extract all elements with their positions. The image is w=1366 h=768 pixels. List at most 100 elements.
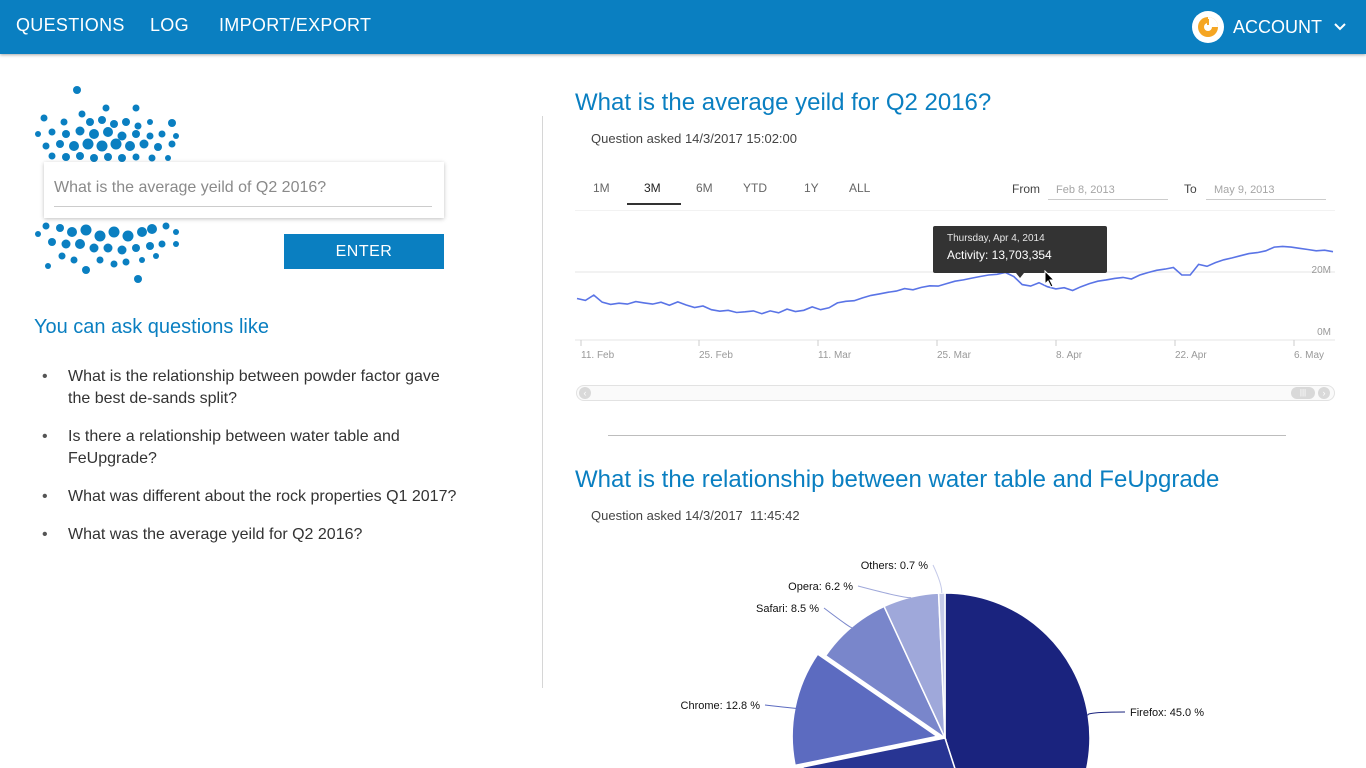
line-point[interactable] [887, 291, 889, 293]
scroll-right-icon[interactable]: › [1318, 387, 1330, 399]
line-point[interactable] [1080, 286, 1082, 288]
line-point[interactable] [677, 301, 679, 303]
line-point[interactable] [1248, 252, 1250, 254]
line-point[interactable] [845, 300, 847, 302]
line-point[interactable] [1021, 283, 1023, 285]
line-point[interactable] [1281, 245, 1283, 247]
line-point[interactable] [794, 310, 796, 312]
line-point[interactable] [853, 299, 855, 301]
browser-share-pie-chart[interactable]: Firefox: 45.0 % Chrome: 12.8 % Safari: 8.5… [575, 540, 1335, 768]
line-point[interactable] [1181, 274, 1183, 276]
range-button-ytd[interactable]: YTD [743, 181, 767, 195]
range-button-1y[interactable]: 1Y [804, 181, 819, 195]
line-point[interactable] [1239, 255, 1241, 257]
line-point[interactable] [1088, 282, 1090, 284]
line-point[interactable] [576, 297, 578, 299]
line-point[interactable] [752, 310, 754, 312]
range-button-all[interactable]: ALL [849, 181, 871, 195]
line-point[interactable] [836, 302, 838, 304]
line-point[interactable] [903, 287, 905, 289]
line-point[interactable] [1122, 276, 1124, 278]
line-point[interactable] [1105, 279, 1107, 281]
line-point[interactable] [660, 301, 662, 303]
line-point[interactable] [1231, 257, 1233, 259]
line-point[interactable] [1147, 271, 1149, 273]
nav-log[interactable]: LOG [150, 15, 189, 35]
nav-questions[interactable]: QUESTIONS [16, 15, 125, 35]
chart-scrollbar[interactable]: ‹ ||| › [576, 385, 1335, 401]
line-point[interactable] [1332, 251, 1334, 253]
line-point[interactable] [937, 285, 939, 287]
line-point[interactable] [1038, 282, 1040, 284]
line-point[interactable] [828, 307, 830, 309]
line-point[interactable] [1164, 268, 1166, 270]
line-point[interactable] [626, 303, 628, 305]
line-point[interactable] [1029, 285, 1031, 287]
line-point[interactable] [895, 290, 897, 292]
line-point[interactable] [1155, 269, 1157, 271]
line-point[interactable] [1139, 274, 1141, 276]
line-point[interactable] [971, 277, 973, 279]
line-point[interactable] [1273, 246, 1275, 248]
line-point[interactable] [685, 304, 687, 306]
line-point[interactable] [786, 308, 788, 310]
line-point[interactable] [668, 304, 670, 306]
line-point[interactable] [593, 294, 595, 296]
line-point[interactable] [870, 294, 872, 296]
line-point[interactable] [584, 299, 586, 301]
line-point[interactable] [962, 279, 964, 281]
line-point[interactable] [1298, 247, 1300, 249]
line-point[interactable] [1214, 261, 1216, 263]
line-point[interactable] [979, 275, 981, 277]
line-point[interactable] [1130, 278, 1132, 280]
line-point[interactable] [1063, 286, 1065, 288]
line-point[interactable] [719, 310, 721, 312]
line-point[interactable] [702, 305, 704, 307]
line-point[interactable] [710, 308, 712, 310]
line-point[interactable] [1097, 280, 1099, 282]
pie-slice-others[interactable] [937, 592, 946, 739]
range-button-1m[interactable]: 1M [593, 181, 610, 195]
line-point[interactable] [987, 274, 989, 276]
activity-line-chart[interactable]: 11. Feb 25. Feb 11. Mar 25. Mar 8. Apr 22. Ap… [575, 210, 1335, 366]
line-point[interactable] [761, 313, 763, 315]
suggestion-item[interactable]: • What is the relationship between powder… [34, 366, 464, 410]
suggestion-item[interactable]: • What was the average yeild for Q2 2016? [34, 524, 464, 546]
line-point[interactable] [618, 302, 620, 304]
line-point[interactable] [920, 286, 922, 288]
line-point[interactable] [693, 306, 695, 308]
line-point[interactable] [1256, 251, 1258, 253]
scroll-handle[interactable]: ||| [1291, 387, 1315, 399]
suggestion-item[interactable]: • Is there a relationship between water t… [34, 426, 464, 470]
line-point[interactable] [1113, 277, 1115, 279]
line-point[interactable] [1172, 266, 1174, 268]
line-point[interactable] [803, 309, 805, 311]
line-point[interactable] [1265, 250, 1267, 252]
line-point[interactable] [929, 285, 931, 287]
question-input[interactable] [54, 170, 432, 207]
line-point[interactable] [1197, 263, 1199, 265]
pie-slice-firefox[interactable] [944, 592, 1091, 768]
line-point[interactable] [945, 282, 947, 284]
line-point[interactable] [609, 303, 611, 305]
line-point[interactable] [1071, 289, 1073, 291]
pie-slice-chrome[interactable] [791, 653, 940, 767]
pie-slice-ie[interactable] [802, 737, 990, 768]
line-point[interactable] [727, 309, 729, 311]
line-point[interactable] [769, 310, 771, 312]
line-point[interactable] [996, 273, 998, 275]
line-point[interactable] [1290, 246, 1292, 248]
line-point[interactable] [1315, 250, 1317, 252]
enter-button[interactable]: ENTER [284, 234, 444, 269]
line-point[interactable] [811, 306, 813, 308]
line-point[interactable] [1206, 265, 1208, 267]
range-button-6m[interactable]: 6M [696, 181, 713, 195]
to-date-input[interactable] [1206, 181, 1326, 200]
line-point[interactable] [1223, 259, 1225, 261]
line-point[interactable] [643, 302, 645, 304]
line-point[interactable] [635, 300, 637, 302]
account-menu[interactable]: ACCOUNT [1192, 11, 1346, 43]
range-button-3m[interactable]: 3M [644, 181, 661, 195]
suggestion-item[interactable]: • What was different about the rock prope… [34, 486, 464, 508]
line-point[interactable] [601, 301, 603, 303]
